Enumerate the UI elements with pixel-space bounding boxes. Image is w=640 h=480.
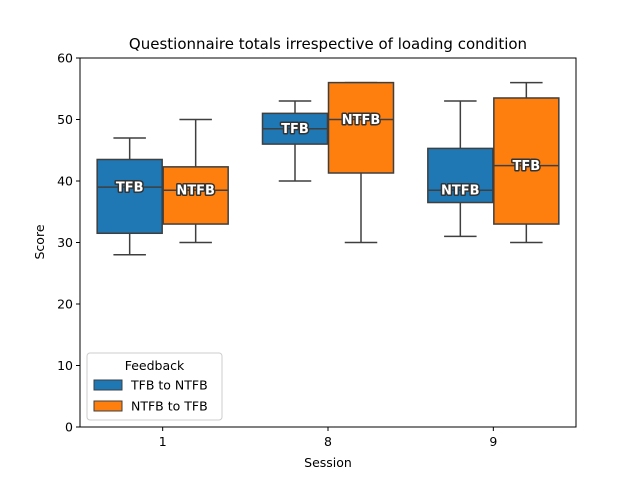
box-ntfb-to-tfb-session-8: NTFB — [327, 81, 395, 244]
legend-swatch — [93, 379, 123, 391]
x-tick-label: 8 — [324, 434, 332, 449]
box-tfb-to-ntfb-session-9: NTFB — [427, 100, 494, 238]
x-tick-label: 9 — [489, 434, 497, 449]
y-axis-label: Score — [32, 224, 47, 259]
box-annotation: TFB — [512, 159, 540, 174]
legend-entry-label: NTFB to TFB — [131, 399, 208, 414]
y-tick-label: 50 — [57, 112, 73, 127]
box-annotation: TFB — [116, 181, 144, 196]
legend-swatch — [93, 400, 123, 412]
y-tick-label: 60 — [57, 51, 73, 66]
box-annotation: NTFB — [441, 184, 480, 199]
x-axis: 1 8 9 — [159, 427, 497, 449]
iqr-box — [327, 81, 395, 174]
box-tfb-to-ntfb-session-8: TFB — [261, 100, 329, 182]
box-annotation: NTFB — [176, 184, 215, 199]
y-tick-label: 20 — [57, 297, 73, 312]
iqr-box — [162, 166, 229, 225]
y-axis: 0 10 20 30 40 50 60 — [57, 51, 80, 435]
x-tick-label: 1 — [159, 434, 167, 449]
legend-entry-label: TFB to NTFB — [130, 378, 208, 393]
iqr-box — [427, 147, 494, 204]
plot-area: TFB TFB NTFB NTFB NTFB TFB — [96, 81, 560, 256]
legend-title: Feedback — [125, 358, 185, 373]
box-ntfb-to-tfb-session-9: TFB — [493, 81, 560, 244]
y-tick-label: 40 — [57, 174, 73, 189]
chart-title: Questionnaire totals irrespective of loa… — [129, 35, 527, 53]
y-tick-label: 0 — [65, 420, 73, 435]
box-annotation: TFB — [281, 122, 309, 137]
iqr-box — [96, 158, 163, 235]
box-ntfb-to-tfb-session-1: NTFB — [162, 118, 229, 244]
x-axis-label: Session — [304, 455, 352, 470]
y-tick-label: 10 — [57, 358, 73, 373]
legend: Feedback TFB to NTFB NTFB to TFB — [86, 352, 223, 421]
box-tfb-to-ntfb-session-1: TFB — [96, 137, 163, 256]
iqr-box — [493, 97, 560, 225]
y-tick-label: 30 — [57, 235, 73, 250]
box-annotation: NTFB — [342, 113, 381, 128]
